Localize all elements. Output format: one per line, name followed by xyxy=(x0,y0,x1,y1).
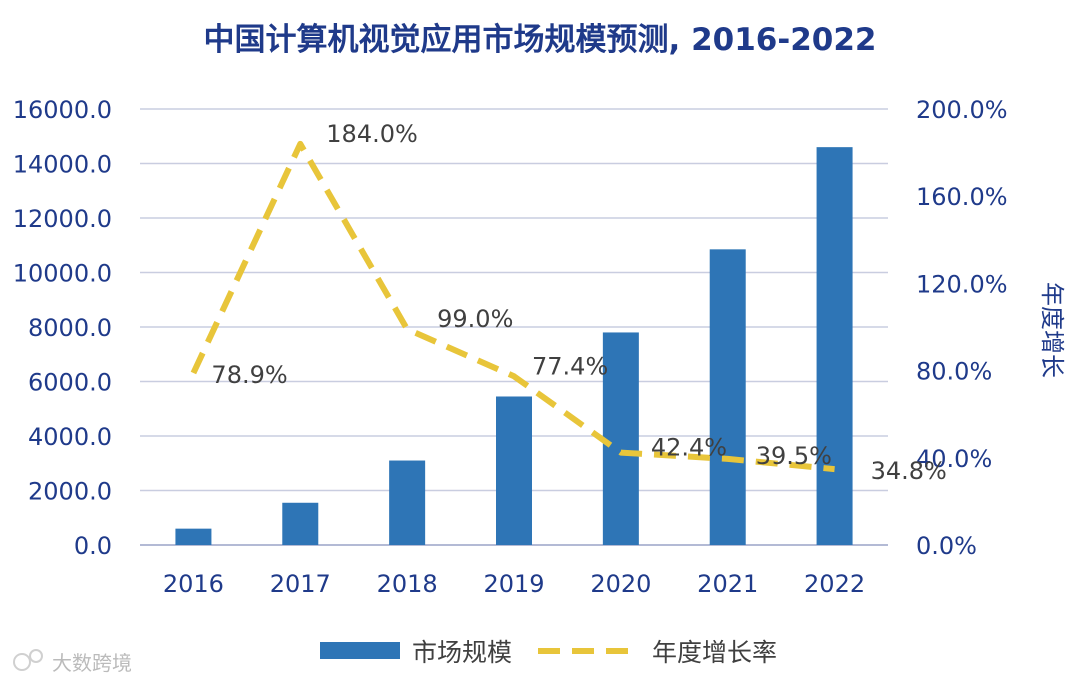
bar xyxy=(175,528,212,545)
x-tick-label: 2020 xyxy=(590,570,651,598)
legend-label-line: 年度增长率 xyxy=(652,638,777,667)
logo-icon xyxy=(13,649,43,671)
left-tick-label: 0.0 xyxy=(74,532,112,560)
left-tick-label: 6000.0 xyxy=(28,369,112,397)
right-tick-label: 120.0% xyxy=(916,270,1008,298)
data-label: 184.0% xyxy=(326,120,418,148)
left-tick-label: 8000.0 xyxy=(28,314,112,342)
x-tick-label: 2019 xyxy=(483,570,544,598)
data-label: 39.5% xyxy=(756,442,832,470)
bar xyxy=(709,249,746,545)
right-axis: 0.0% 40.0% 80.0% 120.0% 160.0% 200.0% xyxy=(916,96,1008,560)
data-label: 34.8% xyxy=(871,457,947,485)
data-label: 77.4% xyxy=(532,352,608,380)
watermark-text: 大数跨境 xyxy=(52,651,132,675)
x-tick-label: 2022 xyxy=(804,570,865,598)
line-data-labels: 78.9% 184.0% 99.0% 77.4% 42.4% 39.5% 34.8% xyxy=(211,120,946,485)
legend: 市场规模 年度增长率 xyxy=(320,638,777,667)
x-tick-label: 2021 xyxy=(697,570,758,598)
left-axis: 0.0 2000.0 4000.0 6000.0 8000.0 10000.0 12000.… xyxy=(13,96,112,560)
left-tick-label: 12000.0 xyxy=(13,205,112,233)
bar xyxy=(496,396,532,545)
right-tick-label: 80.0% xyxy=(916,358,992,386)
right-tick-label: 40.0% xyxy=(916,445,992,473)
bar-series xyxy=(175,147,853,545)
line-series xyxy=(190,140,835,473)
left-tick-label: 2000.0 xyxy=(28,478,112,506)
data-label: 78.9% xyxy=(211,361,287,389)
left-tick-label: 16000.0 xyxy=(13,96,112,124)
left-tick-label: 10000.0 xyxy=(13,260,112,288)
left-tick-label: 14000.0 xyxy=(13,151,112,179)
data-label: 42.4% xyxy=(651,434,727,462)
data-label: 99.0% xyxy=(437,305,513,333)
x-tick-label: 2017 xyxy=(270,570,331,598)
x-tick-label: 2018 xyxy=(377,570,438,598)
watermark: 大数跨境 xyxy=(13,649,132,675)
bar xyxy=(602,332,639,545)
left-tick-label: 4000.0 xyxy=(28,423,112,451)
right-tick-label: 200.0% xyxy=(916,96,1008,124)
bar xyxy=(282,502,319,545)
legend-swatch-bar xyxy=(320,642,400,659)
right-axis-title: 年度增长 xyxy=(1038,282,1066,378)
right-tick-label: 160.0% xyxy=(916,183,1008,211)
legend-label-bar: 市场规模 xyxy=(412,638,512,667)
bar xyxy=(389,460,426,545)
chart-title: 中国计算机视觉应用市场规模预测, 2016-2022 xyxy=(204,22,877,58)
x-axis: 2016 2017 2018 2019 2020 2021 2022 xyxy=(163,570,865,598)
x-tick-label: 2016 xyxy=(163,570,224,598)
bar xyxy=(816,147,853,545)
right-tick-label: 0.0% xyxy=(916,532,977,560)
